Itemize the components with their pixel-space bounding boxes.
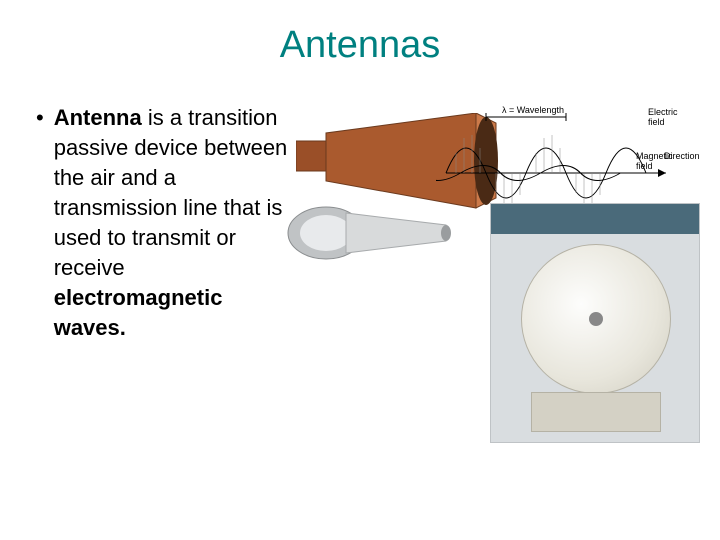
dish-reflector-icon: [521, 244, 671, 394]
image-column: λ = Wavelength Electric field Magnetic f…: [296, 103, 700, 343]
wavelength-label: λ = Wavelength: [502, 105, 564, 115]
efield-label: Electric field: [648, 107, 688, 127]
dish-feed-icon: [589, 312, 603, 326]
text-column: • Antenna is a transition passive device…: [36, 103, 296, 343]
page-title: Antennas: [0, 0, 720, 67]
bullet-text: Antenna is a transition passive device b…: [54, 103, 296, 343]
bullet-item: • Antenna is a transition passive device…: [36, 103, 296, 343]
bullet-dot-icon: •: [36, 103, 44, 133]
bullet-mid: is a transition passive device between t…: [54, 105, 288, 280]
title-text: Antennas: [280, 24, 441, 66]
dish-base-icon: [531, 392, 661, 432]
bullet-bold-lead: Antenna: [54, 105, 142, 130]
dish-antenna-photo: [490, 203, 700, 443]
dish-bg-strip: [491, 204, 699, 234]
direction-label: Direction: [664, 151, 700, 161]
content-row: • Antenna is a transition passive device…: [0, 67, 720, 343]
bullet-bold-tail: electromagnetic waves.: [54, 285, 223, 340]
